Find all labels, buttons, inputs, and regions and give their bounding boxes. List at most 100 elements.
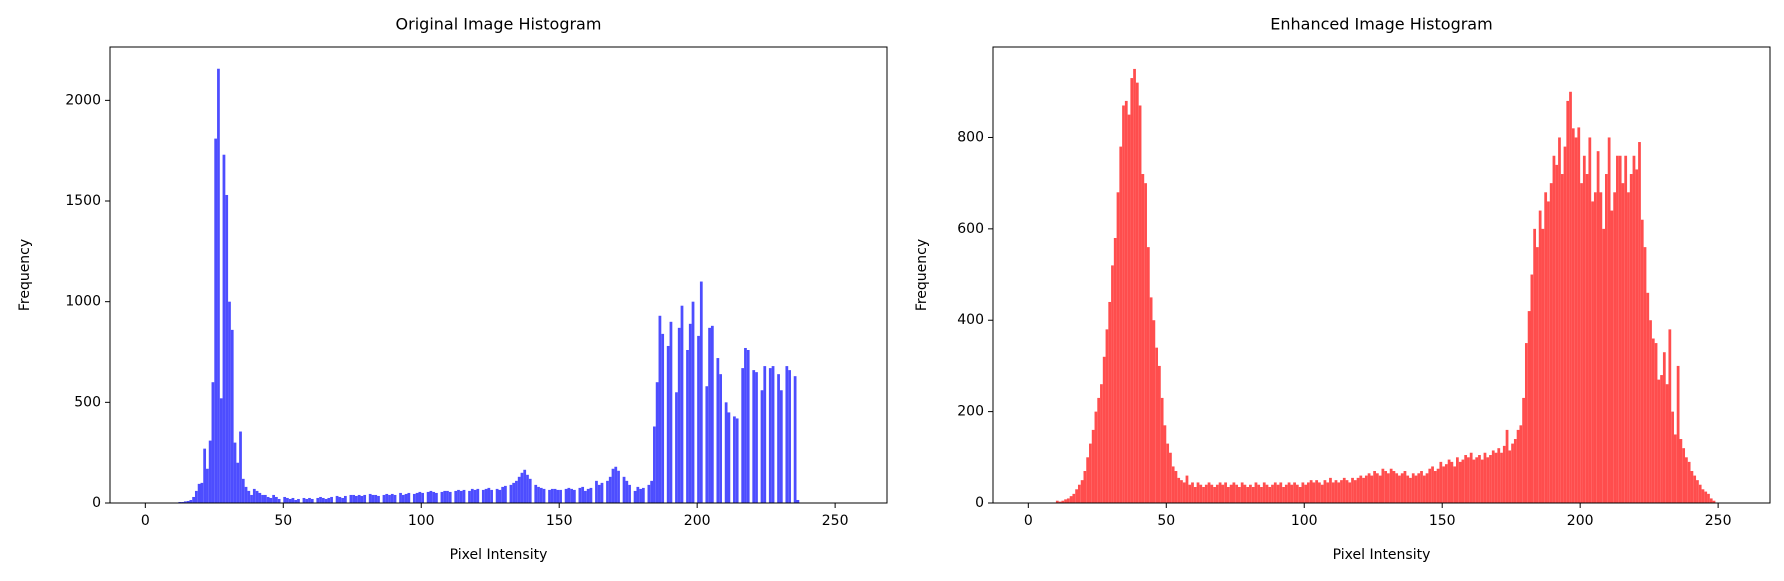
bar bbox=[1513, 439, 1517, 503]
bar bbox=[1315, 480, 1319, 503]
bar bbox=[1549, 183, 1553, 503]
bar bbox=[1080, 480, 1084, 503]
bar bbox=[779, 390, 783, 503]
bar bbox=[360, 495, 364, 503]
bar bbox=[666, 345, 670, 503]
bar bbox=[1069, 496, 1073, 503]
bar bbox=[1193, 487, 1197, 503]
bar bbox=[1373, 471, 1376, 503]
bar bbox=[595, 480, 598, 503]
bar bbox=[1061, 500, 1065, 503]
bar bbox=[1604, 174, 1608, 504]
x-tick-label: 0 bbox=[1024, 513, 1033, 529]
bar bbox=[1687, 461, 1691, 503]
x-tick-label: 0 bbox=[141, 513, 150, 529]
bar bbox=[1257, 484, 1261, 503]
bar bbox=[181, 501, 184, 503]
bar bbox=[429, 490, 433, 503]
bar bbox=[1370, 475, 1374, 503]
bar bbox=[355, 495, 358, 503]
bar bbox=[1224, 482, 1227, 503]
bar bbox=[509, 484, 513, 503]
bar bbox=[1563, 146, 1567, 503]
bar bbox=[746, 349, 750, 503]
bar bbox=[468, 490, 471, 503]
bar bbox=[374, 494, 378, 503]
bar bbox=[1400, 473, 1404, 503]
bar bbox=[1271, 484, 1274, 503]
bar bbox=[1215, 484, 1219, 503]
bar bbox=[258, 492, 262, 503]
bar bbox=[385, 493, 389, 503]
bar bbox=[1174, 471, 1178, 503]
bar bbox=[498, 489, 502, 503]
bar bbox=[1475, 457, 1479, 503]
bar bbox=[542, 488, 546, 503]
y-tick-label: 400 bbox=[957, 312, 984, 328]
bar bbox=[236, 462, 240, 503]
bar bbox=[1544, 192, 1548, 504]
bar bbox=[1395, 473, 1399, 503]
bar bbox=[1392, 471, 1396, 503]
bar bbox=[1472, 459, 1476, 503]
bar bbox=[490, 489, 493, 503]
bar bbox=[1632, 155, 1636, 503]
bar bbox=[708, 327, 711, 503]
bar bbox=[252, 488, 256, 503]
bar bbox=[1342, 477, 1346, 503]
bar bbox=[1138, 105, 1142, 503]
bar bbox=[341, 497, 344, 503]
bar bbox=[192, 496, 195, 503]
bar bbox=[1094, 411, 1098, 503]
bar bbox=[1345, 480, 1349, 503]
bar bbox=[1502, 445, 1506, 503]
bar bbox=[1077, 484, 1081, 503]
bar bbox=[650, 480, 654, 503]
bar bbox=[1414, 475, 1418, 503]
bar bbox=[371, 494, 375, 503]
bar bbox=[286, 497, 289, 503]
bar bbox=[457, 489, 460, 503]
bar bbox=[710, 325, 714, 503]
bar bbox=[225, 194, 229, 503]
bar bbox=[1122, 105, 1125, 503]
bar bbox=[1497, 448, 1501, 503]
bar bbox=[1160, 397, 1164, 503]
bar bbox=[559, 489, 562, 503]
bar bbox=[1243, 484, 1247, 503]
bar bbox=[233, 442, 237, 503]
bar bbox=[200, 482, 204, 503]
bar bbox=[1709, 498, 1713, 503]
bar bbox=[534, 484, 538, 503]
bar bbox=[777, 374, 780, 503]
bar bbox=[1249, 484, 1252, 503]
bar bbox=[1318, 482, 1321, 503]
bar bbox=[526, 474, 529, 503]
bar bbox=[1417, 473, 1421, 503]
bar bbox=[1676, 365, 1680, 503]
bar bbox=[1066, 498, 1070, 503]
bar bbox=[1635, 169, 1639, 503]
bar bbox=[1582, 155, 1586, 503]
bar bbox=[523, 469, 527, 503]
bar bbox=[1097, 397, 1101, 503]
y-tick-label: 0 bbox=[975, 495, 984, 511]
bar bbox=[454, 490, 458, 503]
bar bbox=[1640, 219, 1644, 503]
bar bbox=[186, 500, 190, 503]
bar bbox=[1326, 482, 1330, 503]
bar bbox=[1657, 379, 1661, 503]
bar bbox=[327, 497, 331, 503]
bar bbox=[553, 488, 557, 503]
y-axis-label: Frequency bbox=[914, 239, 930, 311]
bar bbox=[1188, 484, 1192, 503]
bar bbox=[1364, 475, 1368, 503]
bar bbox=[1290, 484, 1294, 503]
bar bbox=[1304, 484, 1308, 503]
bar bbox=[1229, 484, 1233, 503]
bar bbox=[239, 431, 242, 503]
bar bbox=[611, 468, 615, 503]
bar bbox=[517, 476, 521, 503]
bar bbox=[586, 488, 590, 503]
bar bbox=[788, 370, 791, 503]
